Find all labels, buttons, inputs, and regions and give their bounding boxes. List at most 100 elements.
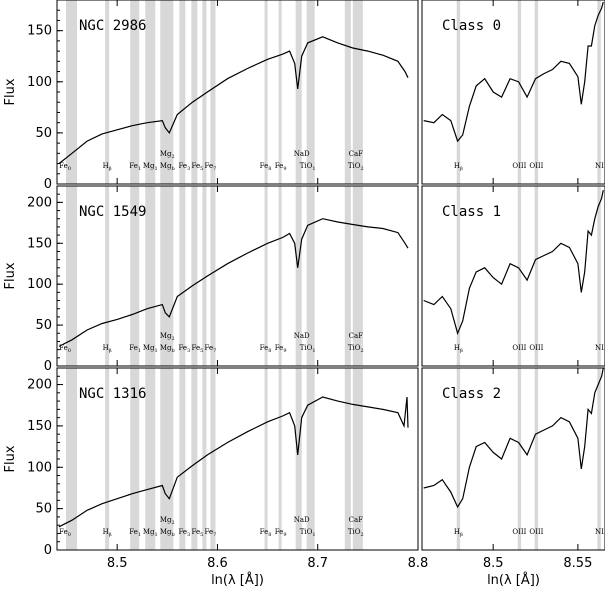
absorption-band xyxy=(344,0,351,184)
spectrum-line xyxy=(58,36,409,165)
absorption-band xyxy=(517,368,522,550)
spectrum-line xyxy=(58,396,409,528)
spectral-line-label: NaD xyxy=(294,150,310,158)
y-axis-label: Flux xyxy=(3,445,18,472)
spectral-line-label: OIII xyxy=(512,162,526,170)
spectrum-line xyxy=(58,218,409,347)
spectral-line-label: Hβ xyxy=(103,162,112,172)
spectral-line-label: Fe9 xyxy=(275,344,287,354)
x-tick-label: 8.5 xyxy=(483,556,504,571)
spectral-line-label: Fe7 xyxy=(205,528,217,538)
absorption-band xyxy=(210,0,216,184)
absorption-band xyxy=(597,186,601,366)
x-tick-label: 8.7 xyxy=(307,556,328,571)
absorption-band xyxy=(517,0,522,184)
absorption-band xyxy=(352,0,363,184)
spectral-line-label: Hβ xyxy=(103,344,112,354)
absorption-band xyxy=(278,368,282,550)
absorption-band xyxy=(456,368,461,550)
spectral-line-label: Hβ xyxy=(103,528,112,538)
y-tick-label: 150 xyxy=(27,419,52,434)
spectral-line-label: Fe0 xyxy=(59,162,71,172)
panel-frame xyxy=(421,185,605,367)
panel-title: Class 0 xyxy=(442,18,501,34)
spectral-line-label: Fe8 xyxy=(260,162,272,172)
y-tick-label: 100 xyxy=(27,460,52,475)
absorption-band xyxy=(534,0,539,184)
absorption-band xyxy=(160,368,174,550)
spectral-line-label: Fe8 xyxy=(260,528,272,538)
panel-title: NGC 2986 xyxy=(79,18,146,34)
y-tick-label: 200 xyxy=(27,378,52,393)
y-tick-label: 0 xyxy=(44,359,52,374)
absorption-band xyxy=(264,0,268,184)
spectral-line-label: TiO2 xyxy=(348,162,364,172)
absorption-band xyxy=(105,186,110,366)
y-tick-label: 0 xyxy=(44,177,52,192)
spectral-line-label: Fe0 xyxy=(59,528,71,538)
spectral-line-label: Hβ xyxy=(454,528,463,538)
spectral-line-label: Mg2 xyxy=(160,332,175,342)
absorption-band xyxy=(160,186,174,366)
spectral-line-label: Fe7 xyxy=(205,162,217,172)
x-tick-label: 8.55 xyxy=(563,556,592,571)
spectral-line-label: OIII xyxy=(529,344,543,352)
spectral-line-label: Fe7 xyxy=(205,344,217,354)
panel-title: NGC 1549 xyxy=(79,204,146,220)
absorption-band xyxy=(306,368,315,550)
spectrum-line xyxy=(423,1,604,143)
absorption-band xyxy=(179,368,186,550)
absorption-band xyxy=(66,186,78,366)
x-axis-label: ln(λ [Å]) xyxy=(211,572,264,588)
x-tick-label: 8.5 xyxy=(107,556,128,571)
absorption-band xyxy=(295,186,302,366)
absorption-band xyxy=(517,186,522,366)
absorption-band xyxy=(295,368,302,550)
y-tick-label: 150 xyxy=(27,236,52,251)
absorption-band xyxy=(344,368,351,550)
y-tick-label: 50 xyxy=(35,318,52,333)
panel-title: NGC 1316 xyxy=(79,386,146,402)
y-tick-label: 150 xyxy=(27,24,52,39)
absorption-band xyxy=(105,0,110,184)
absorption-band xyxy=(145,0,156,184)
absorption-band xyxy=(191,0,198,184)
y-tick-label: 0 xyxy=(44,543,52,558)
absorption-band xyxy=(534,368,539,550)
absorption-band xyxy=(278,186,282,366)
absorption-band xyxy=(278,0,282,184)
spectral-line-label: Fe0 xyxy=(59,344,71,354)
absorption-band xyxy=(295,0,302,184)
spectral-line-label: CaF xyxy=(349,150,364,158)
absorption-band xyxy=(160,0,174,184)
absorption-band xyxy=(597,0,601,184)
absorption-band xyxy=(145,186,156,366)
x-tick-label: 8.8 xyxy=(408,556,429,571)
y-tick-label: 100 xyxy=(27,277,52,292)
spectral-line-label: Fe1 xyxy=(129,344,141,354)
panel-frame xyxy=(421,0,605,185)
spectral-line-label: Mg1 xyxy=(143,528,158,538)
absorption-band xyxy=(130,186,140,366)
spectral-line-label: Hβ xyxy=(454,344,463,354)
spectral-line-label: Fe3 xyxy=(178,344,190,354)
spectral-line-label: Fe5 xyxy=(191,344,203,354)
panel-title: Class 2 xyxy=(442,386,501,402)
spectral-line-label: Fe5 xyxy=(191,162,203,172)
spectral-line-label: OIII xyxy=(512,344,526,352)
y-tick-label: 50 xyxy=(35,502,52,517)
spectral-line-label: NI xyxy=(595,344,604,352)
spectral-line-label: CaF xyxy=(349,332,364,340)
absorption-band xyxy=(66,0,78,184)
spectral-line-label: TiO2 xyxy=(348,528,364,538)
spectral-line-label: Mg1 xyxy=(143,344,158,354)
absorption-band xyxy=(179,0,186,184)
absorption-band xyxy=(210,368,216,550)
y-tick-label: 50 xyxy=(35,126,52,141)
spectral-line-label: Fe5 xyxy=(191,528,203,538)
absorption-band xyxy=(130,368,140,550)
spectrum-line xyxy=(423,189,604,336)
spectral-line-label: Fe9 xyxy=(275,528,287,538)
spectral-line-label: TiO1 xyxy=(300,162,316,172)
